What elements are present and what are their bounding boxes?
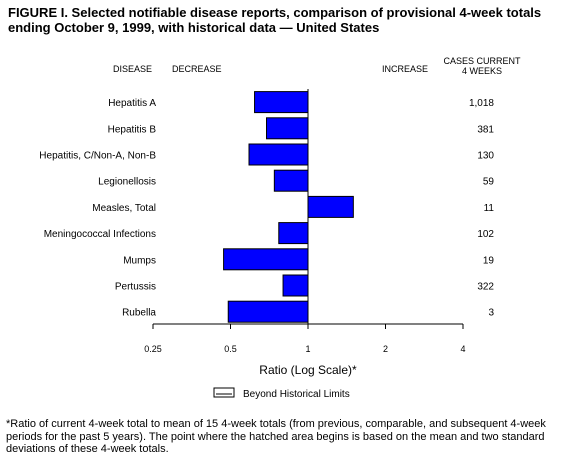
cases-value-3: 59 [483,177,495,188]
bar-8 [227,300,309,323]
bar-4 [307,195,354,218]
bar-6 [223,248,309,271]
cases-value-4: 11 [484,203,495,214]
category-label-6: Mumps [123,255,156,266]
legend-swatch [213,387,235,398]
cases-value-8: 3 [488,308,494,319]
header-cases-current: CASES CURRENT [443,56,521,66]
header-disease: DISEASE [113,64,153,74]
x-tick-label-1: 0.5 [224,344,237,354]
x-tick-label-3: 2 [383,344,388,354]
labels-layer: Hepatitis A 1,018 Hepatitis B 381 Hepatitis,… [39,98,494,319]
bars-layer [223,91,354,323]
cases-value-7: 322 [477,282,494,293]
cases-value-2: 130 [477,151,494,162]
bar-3 [273,169,309,192]
category-label-1: Hepatitis B [108,124,157,135]
category-label-7: Pertussis [115,282,156,293]
legend: Beyond Historical Limits [213,387,350,400]
axis-layer: 0.25 0.5 1 2 4 Ratio (Log Scale)* [144,89,466,377]
cases-value-6: 19 [483,255,495,266]
header-cases-weeks: 4 WEEKS [461,66,502,76]
category-label-0: Hepatitis A [108,98,156,109]
header-decrease: DECREASE [172,64,222,74]
x-axis-label: Ratio (Log Scale)* [259,363,357,377]
x-tick-label-2: 1 [305,344,310,354]
category-label-3: Legionellosis [98,177,156,188]
legend-label: Beyond Historical Limits [243,389,350,400]
bar-2 [248,143,309,166]
header-increase: INCREASE [382,64,429,74]
cases-value-0: 1,018 [469,98,494,109]
figure-title: FIGURE I. Selected notifiable disease re… [8,5,542,35]
category-label-8: Rubella [122,308,156,319]
x-tick-label-4: 4 [460,344,465,354]
bar-7 [282,274,309,297]
category-label-2: Hepatitis, C/Non-A, Non-B [39,151,156,162]
bar-1 [266,117,309,140]
cases-value-5: 102 [477,229,494,240]
footnote: *Ratio of current 4-week total to mean o… [6,418,546,455]
category-label-4: Measles, Total [92,203,156,214]
bar-5 [278,222,309,245]
cases-value-1: 381 [477,124,494,135]
bar-0 [254,91,309,114]
category-label-5: Meningococcal Infections [44,229,156,240]
x-tick-label-0: 0.25 [144,344,162,354]
